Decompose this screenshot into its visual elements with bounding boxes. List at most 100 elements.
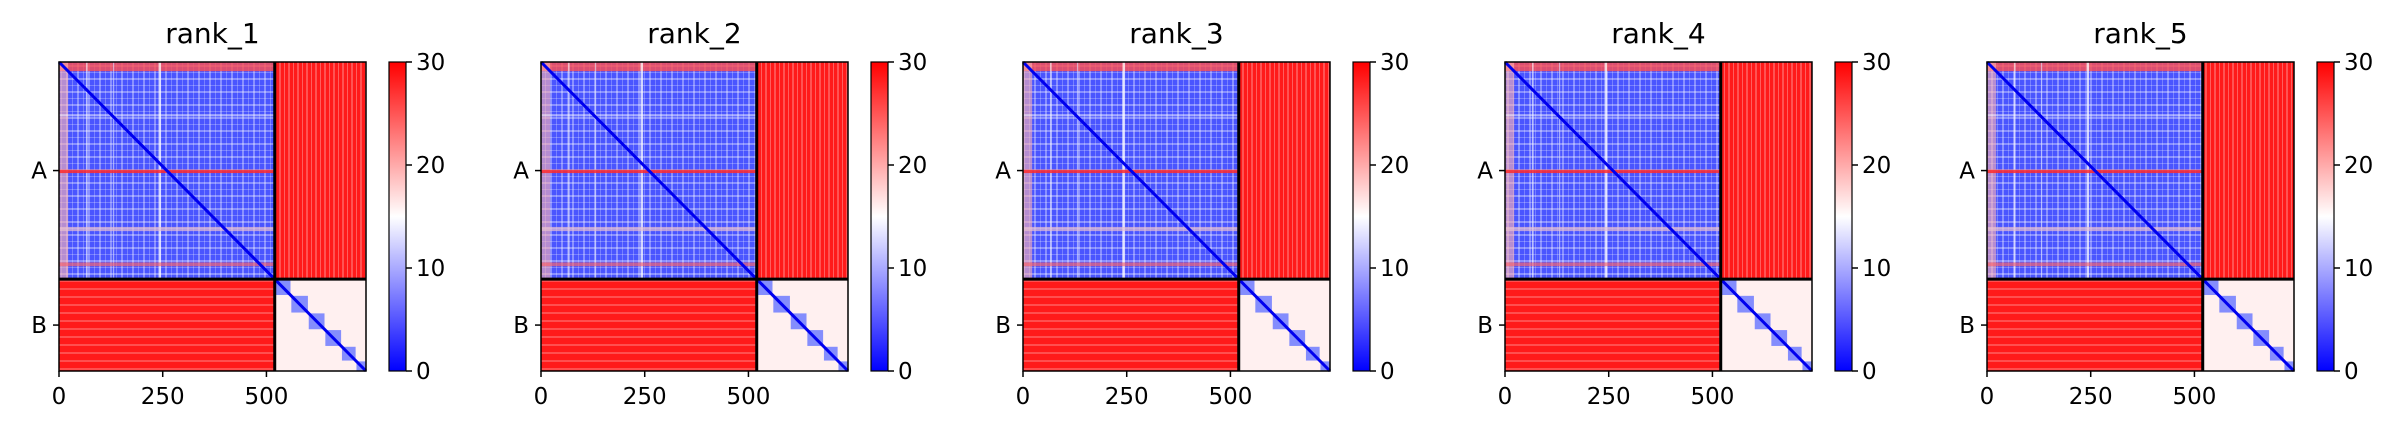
chain-a-horizontal-band [1023,114,1239,117]
x-tick-label: 250 [1587,384,1631,410]
chain-a-horizontal-band [541,262,757,267]
chain-a-horizontal-band [541,114,757,117]
x-tick-label: 250 [141,384,185,410]
colorbar-tick-label: 0 [2344,359,2359,385]
chart-panel-3: rank_3 0 250 500 A B 0 10 20 30 [995,17,1409,410]
inter-chain-block-ab-texture [1720,62,1812,280]
chain-b-diagonal [273,278,368,373]
chain-a-terminal-band-h [1987,62,2203,72]
chain-a-horizontal-band [59,114,275,117]
colorbar-tick-label: 10 [898,256,927,282]
chart-panel-2: rank_2 0 250 500 A B 0 10 20 30 [513,17,927,410]
chart-title: rank_1 [165,17,259,50]
inter-chain-block-ba-texture [1505,279,1721,371]
colorbar-tick-label: 20 [416,153,445,179]
chain-a-diagonal [57,60,276,281]
y-tick-label-chain: B [31,313,47,339]
colorbar-tick-label: 30 [1862,50,1891,76]
colorbar-tick-label: 0 [1380,359,1395,385]
y-tick-label-chain: A [995,159,1011,185]
chain-b-diagonal [1237,278,1332,373]
y-tick-label-chain: A [1959,159,1975,185]
y-tick-label-chain: A [31,159,47,185]
inter-chain-block-ab-texture [274,62,366,280]
chart-panel-1: rank_1 0 250 500 A B 0 10 20 30 [31,17,445,410]
chain-a-diagonal [1021,60,1240,281]
inter-chain-block-ba-texture [541,279,757,371]
x-tick-label: 250 [2069,384,2113,410]
chart-panel-5: rank_5 0 250 500 A B 0 10 20 30 [1959,17,2373,410]
x-tick-label: 500 [2172,384,2216,410]
chain-a-terminal-band-h [1505,62,1721,72]
colorbar-tick-label: 10 [416,256,445,282]
inter-chain-block-ba-texture [59,279,275,371]
colorbar-tick-label: 30 [1380,50,1409,76]
chain-a-diagonal [1985,60,2204,281]
x-tick-label: 250 [1105,384,1149,410]
inter-chain-block-ab-texture [2202,62,2294,280]
colorbar-tick-label: 20 [1862,153,1891,179]
axes-frame [540,61,849,372]
x-tick-label: 0 [1498,384,1513,410]
inter-chain-block-ba-texture [1987,279,2203,371]
y-tick-label-chain: B [1477,313,1493,339]
colorbar-tick-label: 20 [1380,153,1409,179]
chain-a-diagonal [539,60,758,281]
chain-a-horizontal-band [1987,114,2203,117]
colorbar [1834,61,1853,372]
colorbar-tick-label: 0 [416,359,431,385]
chain-a-horizontal-band [59,226,275,232]
x-tick-label: 250 [623,384,667,410]
chain-a-horizontal-band [59,262,275,267]
chart-title: rank_2 [647,17,741,50]
chart-title: rank_4 [1611,17,1705,50]
colorbar-tick-label: 0 [898,359,913,385]
colorbar-tick-label: 30 [416,50,445,76]
chain-a-terminal-band-h [541,62,757,72]
colorbar-tick-label: 30 [2344,50,2373,76]
x-tick-label: 500 [1690,384,1734,410]
y-tick-label-chain: A [513,159,529,185]
x-tick-label: 500 [1208,384,1252,410]
axes-frame [1504,61,1813,372]
colorbar [388,61,407,372]
chart-title: rank_3 [1129,17,1223,50]
chain-a-horizontal-band [1505,114,1721,117]
colorbar-tick-label: 20 [2344,153,2373,179]
colorbar [870,61,889,372]
chain-a-terminal-band-h [59,62,275,72]
colorbar-tick-label: 10 [1862,256,1891,282]
chart-title: rank_5 [2093,17,2187,50]
x-tick-label: 0 [534,384,549,410]
chart-panel-4: rank_4 0 250 500 A B 0 10 20 30 [1477,17,1891,410]
chain-a-horizontal-band [541,226,757,232]
x-tick-label: 0 [52,384,67,410]
chain-a-horizontal-band [1023,262,1239,267]
inter-chain-block-ab-texture [756,62,848,280]
chain-a-horizontal-band [1987,262,2203,267]
chain-a-horizontal-band [1505,226,1721,232]
axes-frame [58,61,367,372]
x-tick-label: 0 [1016,384,1031,410]
y-tick-label-chain: B [995,313,1011,339]
x-tick-label: 500 [726,384,770,410]
x-tick-label: 500 [244,384,288,410]
colorbar-tick-label: 0 [1862,359,1877,385]
x-tick-label: 0 [1980,384,1995,410]
y-tick-label-chain: B [513,313,529,339]
colorbar-tick-label: 20 [898,153,927,179]
axes-frame [1986,61,2295,372]
y-tick-label-chain: A [1477,159,1493,185]
y-tick-label-chain: B [1959,313,1975,339]
axes-frame [1022,61,1331,372]
chain-a-terminal-band-h [1023,62,1239,72]
chain-b-diagonal [1719,278,1814,373]
chain-b-diagonal [755,278,850,373]
colorbar-tick-label: 10 [1380,256,1409,282]
colorbar [1352,61,1371,372]
inter-chain-block-ab-texture [1238,62,1330,280]
colorbar-tick-label: 30 [898,50,927,76]
chain-a-horizontal-band [1023,226,1239,232]
chain-b-diagonal [2201,278,2296,373]
